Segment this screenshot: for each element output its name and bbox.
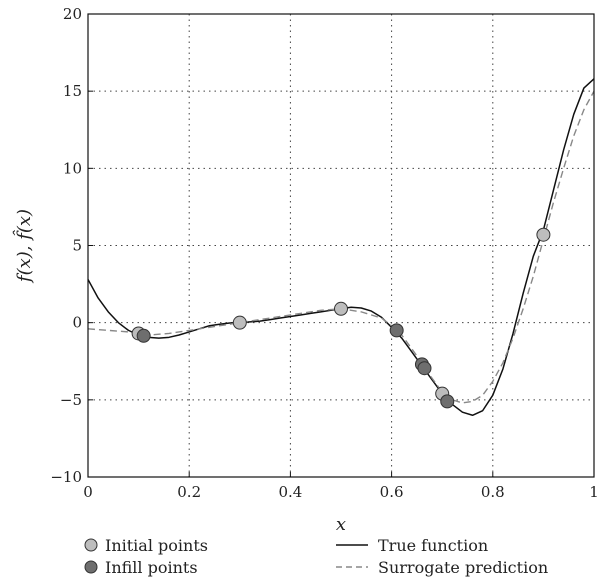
initial-point bbox=[536, 227, 551, 242]
y-tick-label: 15 bbox=[63, 82, 82, 100]
legend-infill-marker bbox=[84, 560, 98, 574]
infill-point bbox=[136, 328, 151, 343]
x-tick-label: 1 bbox=[589, 483, 599, 501]
y-tick-label: 0 bbox=[72, 314, 82, 332]
y-tick-label: 5 bbox=[72, 237, 82, 255]
x-axis-label: x bbox=[336, 514, 346, 535]
grid bbox=[88, 14, 594, 477]
initial-point bbox=[232, 315, 247, 330]
y-tick-label: −10 bbox=[50, 468, 82, 486]
data-points bbox=[131, 227, 551, 409]
y-tick-label: −5 bbox=[60, 391, 82, 409]
legend: Initial points Infill points True functi… bbox=[84, 536, 548, 577]
true-function-line bbox=[87, 78, 595, 417]
infill-point bbox=[417, 361, 432, 376]
infill-point bbox=[440, 394, 455, 409]
tick-labels: 0 0.2 0.4 0.6 0.8 1 −10 −5 0 5 10 15 20 bbox=[50, 5, 598, 501]
x-tick-label: 0.6 bbox=[380, 483, 404, 501]
legend-initial-label: Initial points bbox=[105, 536, 208, 555]
series-lines bbox=[87, 78, 595, 417]
x-tick-label: 0.8 bbox=[481, 483, 505, 501]
legend-infill-label: Infill points bbox=[105, 558, 198, 577]
y-tick-label: 20 bbox=[63, 5, 82, 23]
infill-point bbox=[389, 323, 404, 338]
initial-point bbox=[334, 301, 348, 316]
surrogate-prediction-line bbox=[87, 90, 595, 404]
legend-true-label: True function bbox=[378, 536, 488, 555]
y-tick-label: 10 bbox=[63, 159, 82, 177]
y-axis-label: f(x), f̂(x) bbox=[12, 209, 35, 284]
legend-surrogate-label: Surrogate prediction bbox=[378, 558, 548, 577]
x-tick-label: 0.4 bbox=[278, 483, 302, 501]
legend-initial-marker bbox=[84, 538, 98, 552]
x-tick-label: 0.2 bbox=[177, 483, 201, 501]
x-tick-label: 0 bbox=[83, 483, 93, 501]
